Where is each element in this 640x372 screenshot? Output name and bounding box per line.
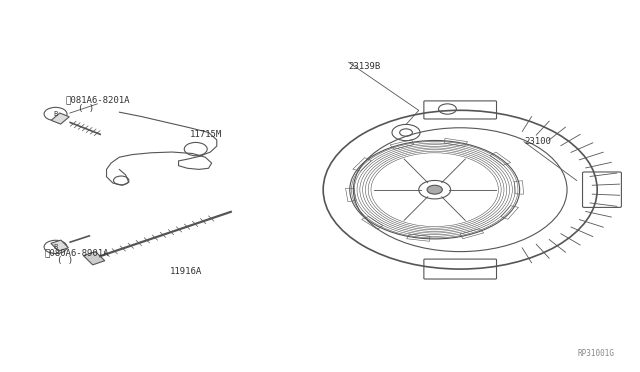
Text: RP31001G: RP31001G	[577, 350, 614, 359]
Text: 11715M: 11715M	[189, 130, 221, 139]
Text: Ⓑ081A6-8201A: Ⓑ081A6-8201A	[65, 96, 130, 105]
Text: 23100: 23100	[524, 137, 551, 146]
Text: 11916A: 11916A	[170, 267, 202, 276]
Circle shape	[427, 185, 442, 194]
Polygon shape	[51, 113, 69, 124]
Text: B: B	[53, 244, 58, 250]
Text: Ⓑ080A6-8901A: Ⓑ080A6-8901A	[45, 248, 109, 257]
Text: ( ): ( )	[58, 256, 74, 266]
Text: B: B	[53, 111, 58, 117]
Polygon shape	[83, 251, 105, 265]
Text: 23139B: 23139B	[349, 61, 381, 71]
Text: ( ): ( )	[78, 104, 94, 113]
Polygon shape	[51, 240, 68, 251]
